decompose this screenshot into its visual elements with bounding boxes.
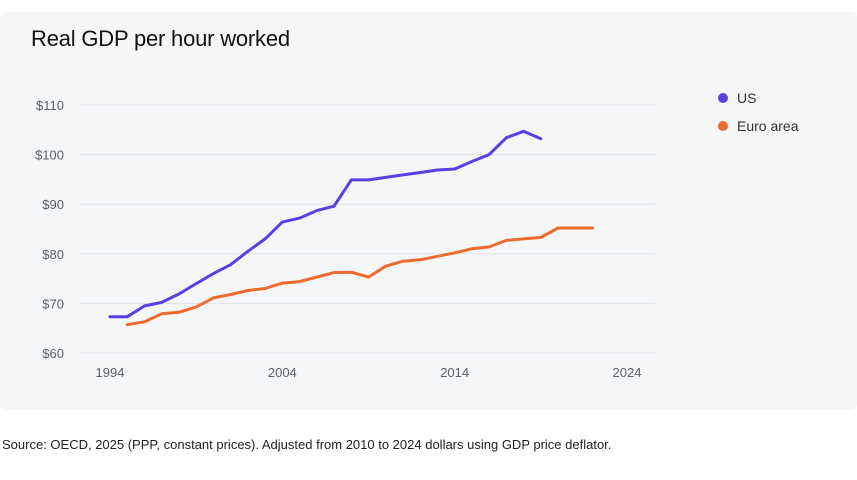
- x-tick-label: 2014: [440, 365, 469, 380]
- us-dot-icon: [718, 93, 728, 103]
- y-tick-label: $60: [42, 346, 64, 361]
- legend: US Euro area: [718, 84, 798, 140]
- legend-item-euro-area: Euro area: [718, 112, 798, 140]
- y-tick-label: $110: [36, 98, 64, 113]
- legend-label-euro-area: Euro area: [737, 118, 799, 134]
- series-line-us: [108, 129, 543, 319]
- line-chart: $60 $70 $80 $90 $100 $110 1994 2004 2014 2024: [35, 98, 655, 380]
- legend-label-us: US: [737, 90, 757, 106]
- gridlines: [80, 104, 655, 354]
- legend-item-us: US: [718, 84, 798, 112]
- y-tick-label: $90: [42, 197, 64, 212]
- y-axis-ticks: $60 $70 $80 $90 $100 $110: [35, 98, 64, 361]
- x-tick-label: 1994: [96, 365, 125, 380]
- x-axis-ticks: 1994 2004 2014 2024: [96, 365, 642, 380]
- source-note: Source: OECD, 2025 (PPP, constant prices…: [2, 437, 612, 452]
- y-tick-label: $70: [42, 296, 64, 311]
- x-tick-label: 2004: [268, 365, 297, 380]
- chart-card: [0, 12, 857, 410]
- x-tick-label: 2024: [613, 365, 642, 380]
- euro-area-dot-icon: [718, 121, 728, 131]
- series-lines: [108, 129, 594, 327]
- y-tick-label: $80: [42, 247, 64, 262]
- series-line-euro-area: [125, 226, 594, 327]
- chart-title: Real GDP per hour worked: [31, 26, 290, 51]
- y-tick-label: $100: [35, 148, 64, 163]
